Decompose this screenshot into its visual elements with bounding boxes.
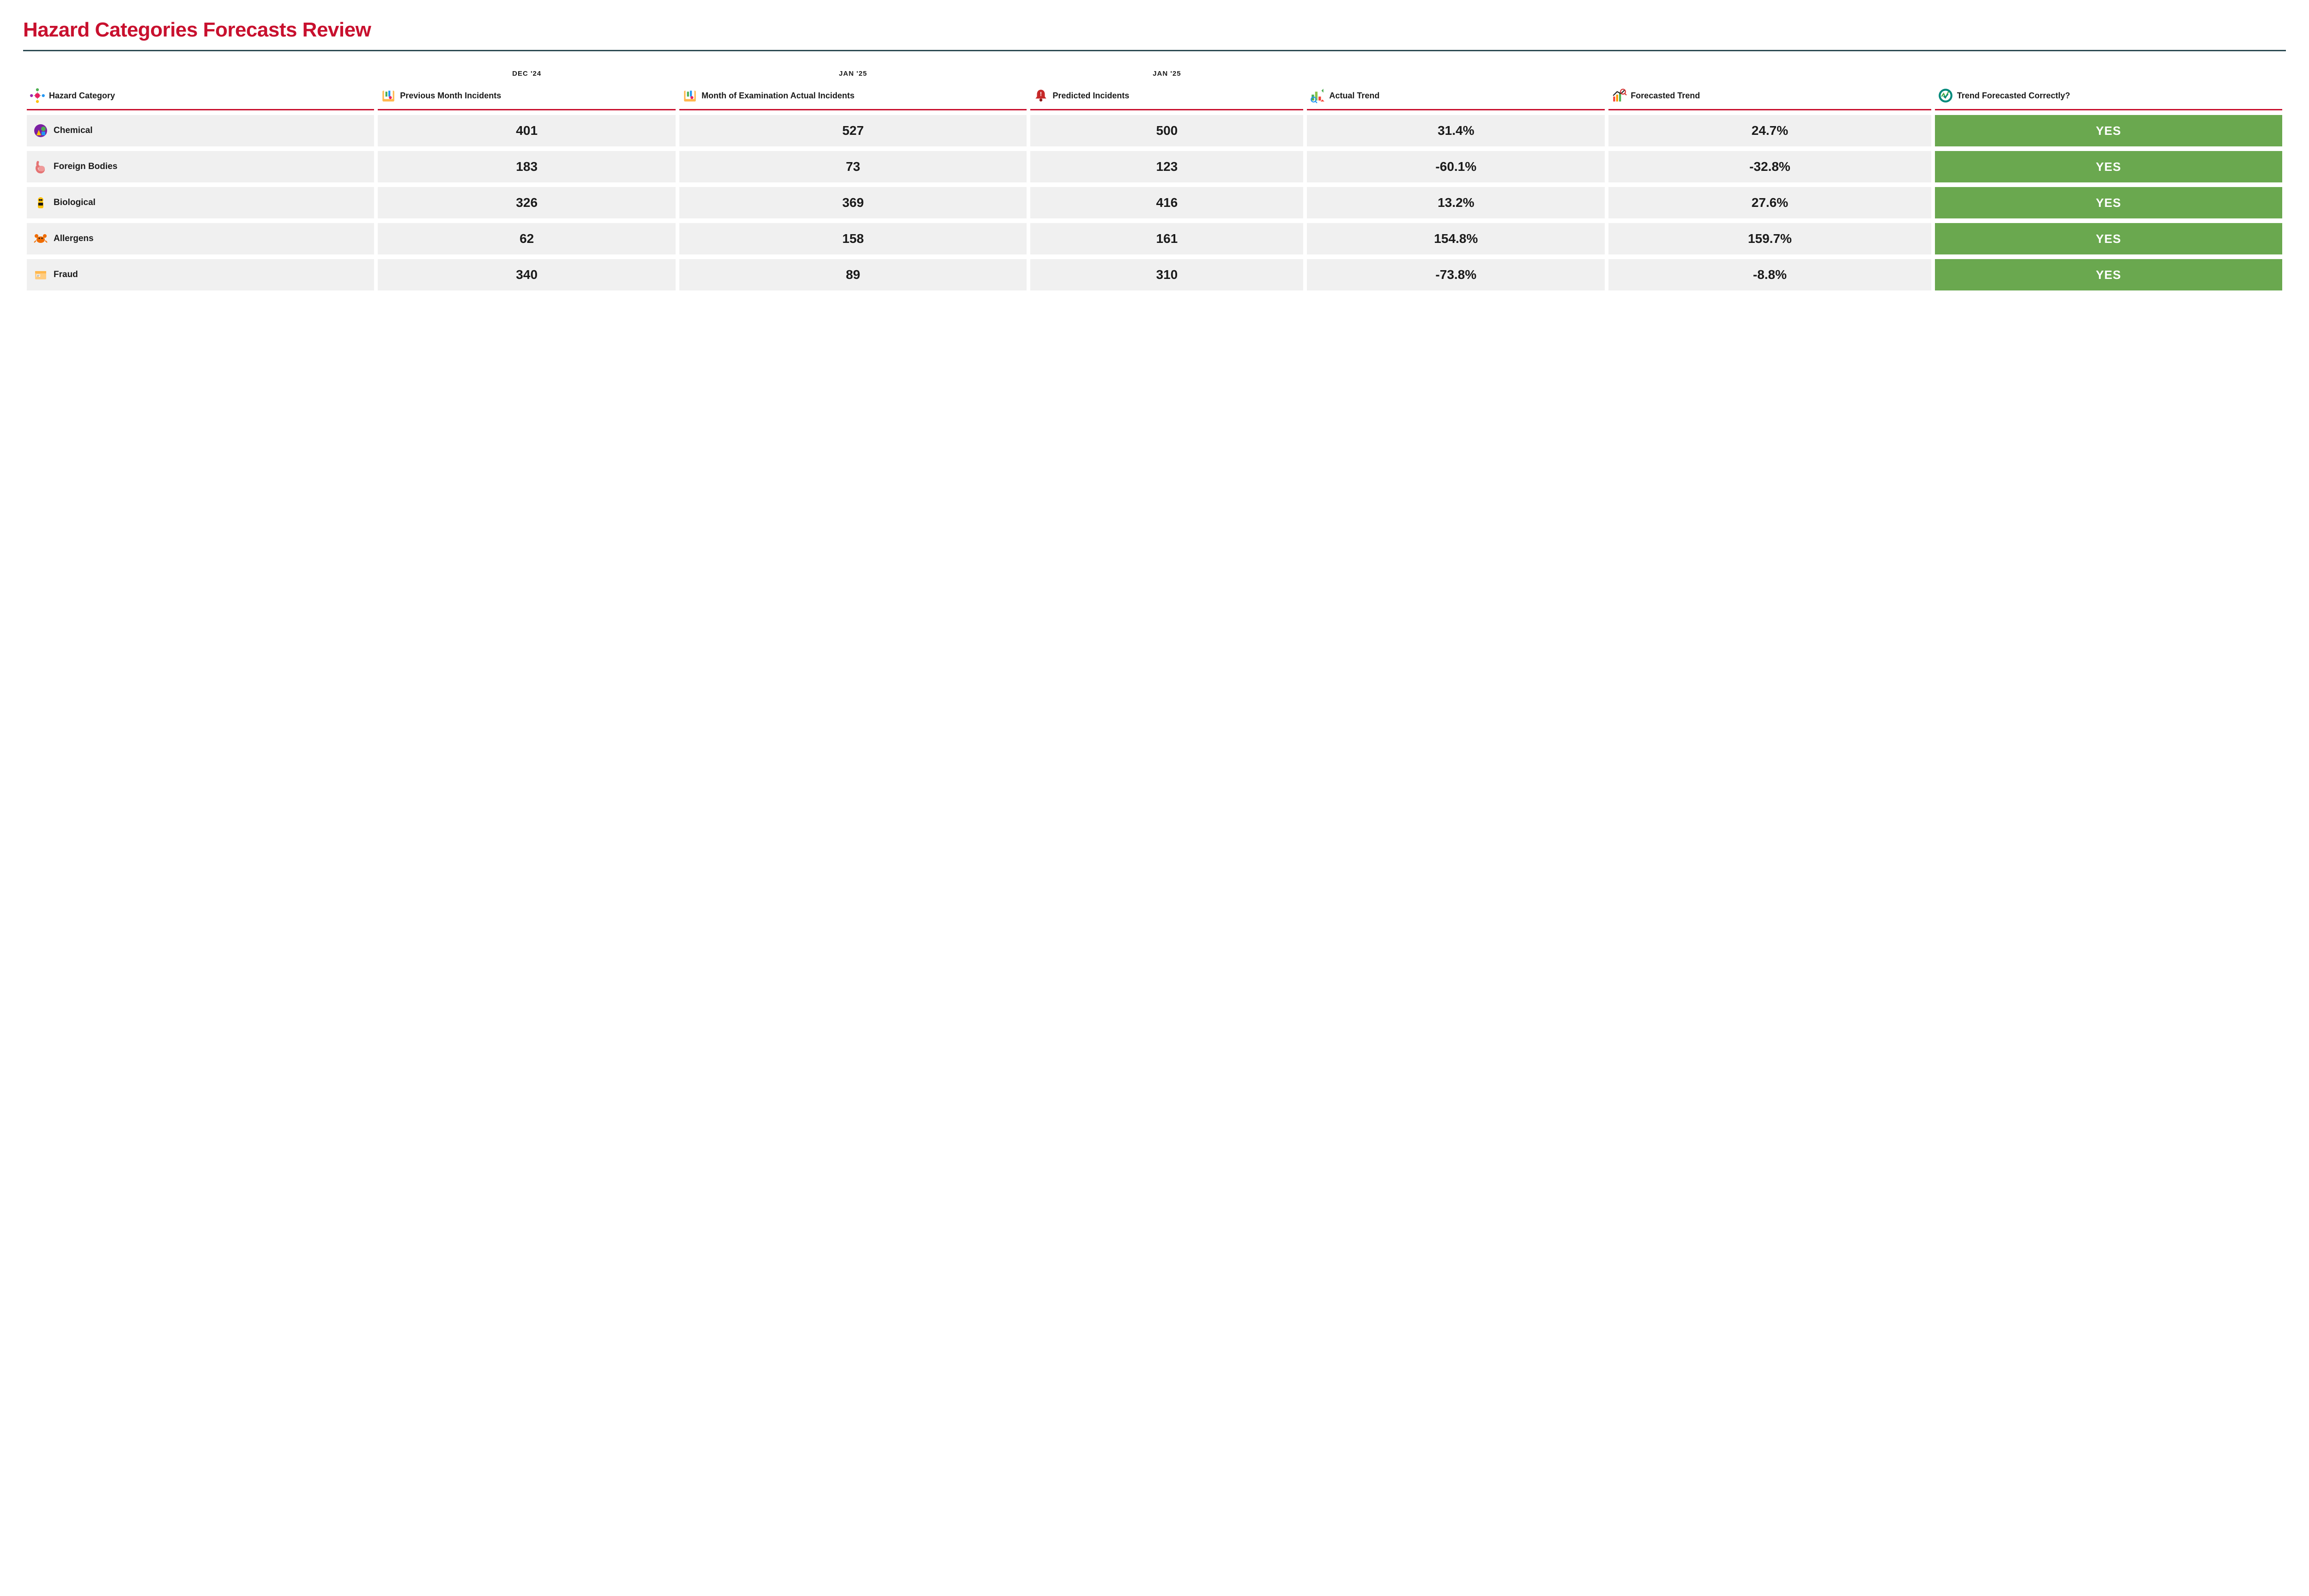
previous-cell: 401 [378,115,676,146]
hub-icon [30,88,45,103]
category-label: Biological [54,198,96,208]
package-icon [33,267,48,282]
forecast_trend-cell: 27.6% [1608,187,1931,218]
date-tag-previous: DEC '24 [378,70,676,79]
category-label: Fraud [54,270,78,280]
category-label: Chemical [54,126,92,136]
actual_trend-cell: -73.8% [1307,259,1605,290]
actual_trend-cell: 31.4% [1307,115,1605,146]
check-badge-icon [1938,88,1953,103]
report-icon [381,88,396,103]
table-row: Chemical 40152750031.4%24.7%YES [27,115,2282,146]
predicted-cell: 310 [1030,259,1303,290]
actual_trend-cell: 154.8% [1307,223,1605,254]
col-header-category: Hazard Category [27,84,374,110]
col-header-label: Forecasted Trend [1631,91,1700,101]
category-cell: Fraud [27,259,374,290]
actual-cell: 89 [679,259,1027,290]
actual-cell: 527 [679,115,1027,146]
forecast_trend-cell: 159.7% [1608,223,1931,254]
actual-cell: 369 [679,187,1027,218]
category-cell: Biological [27,187,374,218]
col-header-correct: Trend Forecasted Correctly? [1935,84,2282,110]
actual_trend-cell: 13.2% [1307,187,1605,218]
col-header-forecast-trend: Forecasted Trend [1608,84,1931,110]
col-header-actual-trend: Actual Trend [1307,84,1605,110]
predicted-cell: 416 [1030,187,1303,218]
correct-cell: YES [1935,151,2282,182]
table-row: Biological 32636941613.2%27.6%YES [27,187,2282,218]
correct-cell: YES [1935,115,2282,146]
col-header-label: Previous Month Incidents [400,91,501,101]
col-header-actual: Month of Examination Actual Incidents [679,84,1027,110]
date-tag-predicted: JAN '25 [1030,70,1303,79]
category-cell: Allergens [27,223,374,254]
table-row: Fraud 34089310-73.8%-8.8%YES [27,259,2282,290]
col-header-label: Predicted Incidents [1052,91,1129,101]
predicted-cell: 161 [1030,223,1303,254]
forecast-chart-icon [1611,88,1627,103]
forecast_trend-cell: -32.8% [1608,151,1931,182]
stomach-icon [33,159,48,174]
predicted-cell: 123 [1030,151,1303,182]
correct-cell: YES [1935,223,2282,254]
col-header-label: Trend Forecasted Correctly? [1957,91,2070,101]
report-icon [682,88,698,103]
table-row: Foreign Bodies 18373123-60.1%-32.8%YES [27,151,2282,182]
correct-cell: YES [1935,187,2282,218]
col-header-label: Month of Examination Actual Incidents [701,91,854,101]
category-label: Foreign Bodies [54,162,117,172]
previous-cell: 326 [378,187,676,218]
alert-bell-icon [1033,88,1049,103]
previous-cell: 183 [378,151,676,182]
previous-cell: 340 [378,259,676,290]
predicted-cell: 500 [1030,115,1303,146]
chemical-icon [33,123,48,138]
actual_trend-cell: -60.1% [1307,151,1605,182]
correct-cell: YES [1935,259,2282,290]
col-header-label: Actual Trend [1329,91,1379,101]
page-title: Hazard Categories Forecasts Review [23,18,2286,42]
date-tag-row: DEC '24 JAN '25 JAN '25 [27,70,2282,79]
table-row: Allergens 62158161154.8%159.7%YES [27,223,2282,254]
forecast-table: DEC '24 JAN '25 JAN '25 Hazard Category … [23,65,2286,295]
trend-chart-icon [1310,88,1325,103]
col-header-label: Hazard Category [49,91,115,101]
col-header-previous: Previous Month Incidents [378,84,676,110]
table-header-row: Hazard Category Previous Month Incidents… [27,84,2282,110]
title-divider [23,50,2286,51]
category-cell: Chemical [27,115,374,146]
actual-cell: 73 [679,151,1027,182]
crab-icon [33,231,48,246]
previous-cell: 62 [378,223,676,254]
category-cell: Foreign Bodies [27,151,374,182]
forecast_trend-cell: 24.7% [1608,115,1931,146]
category-label: Allergens [54,234,94,244]
actual-cell: 158 [679,223,1027,254]
date-tag-actual: JAN '25 [679,70,1027,79]
biohazard-icon [33,195,48,210]
forecast_trend-cell: -8.8% [1608,259,1931,290]
col-header-predicted: Predicted Incidents [1030,84,1303,110]
